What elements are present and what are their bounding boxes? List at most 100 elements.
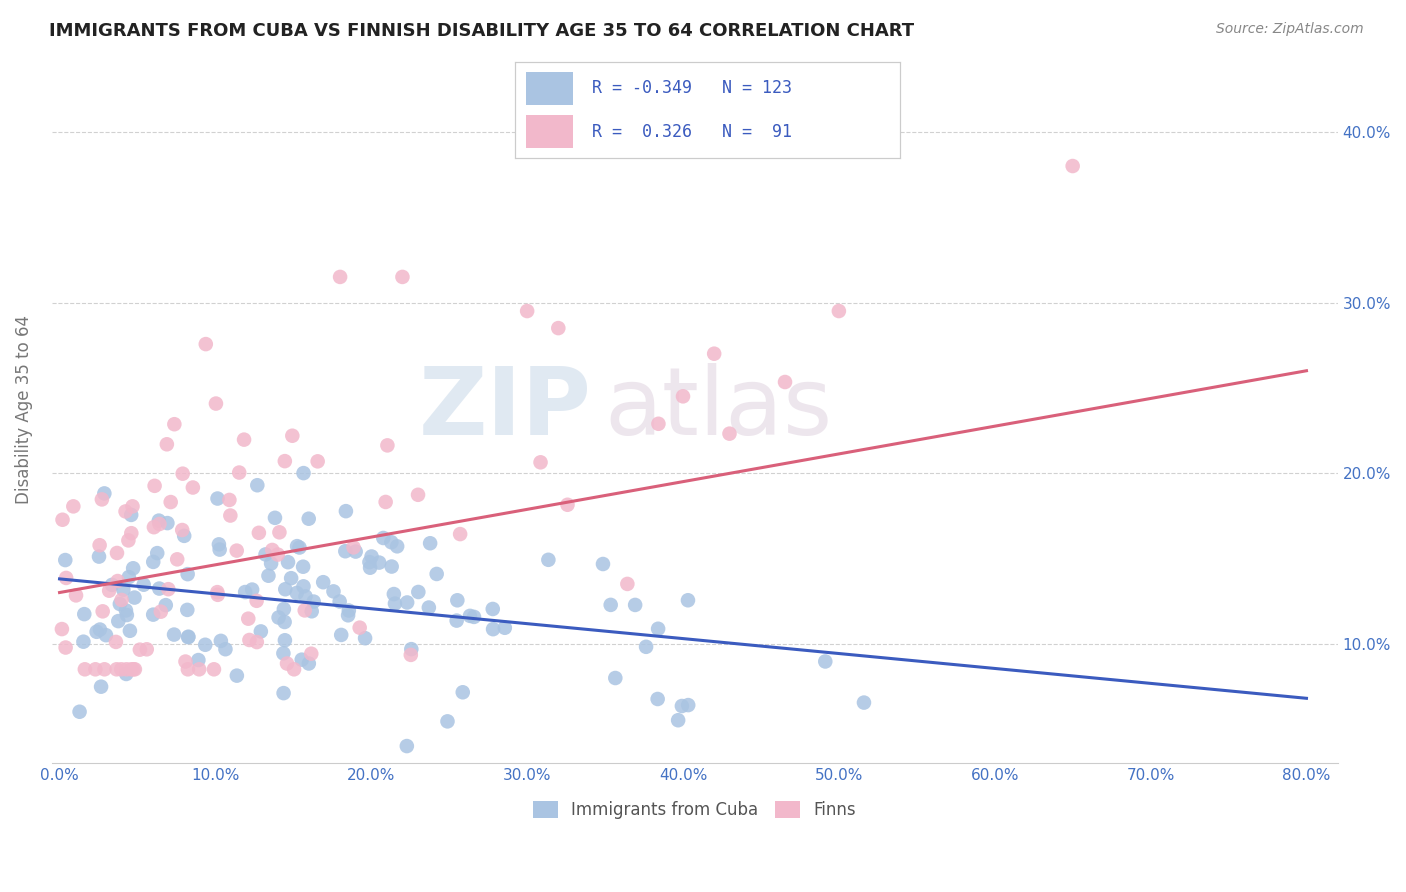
Text: atlas: atlas (605, 363, 832, 455)
Point (408, 585, 430, 599)
Point (208, 537, 231, 551)
Point (208, 542, 231, 557)
Point (292, 579, 315, 593)
Point (121, 500, 143, 514)
Point (292, 559, 315, 574)
Point (117, 533, 139, 548)
Point (273, 686, 295, 700)
Point (155, 598, 177, 612)
Point (177, 662, 200, 676)
Point (202, 662, 225, 676)
Point (458, 608, 481, 623)
Point (149, 605, 172, 619)
Point (624, 598, 647, 612)
Point (374, 495, 396, 509)
Point (225, 668, 247, 682)
Point (73, 607, 96, 621)
Point (676, 698, 699, 712)
Point (246, 635, 269, 649)
Point (260, 557, 283, 571)
Point (86, 624, 108, 639)
Point (516, 304, 538, 318)
Point (273, 602, 295, 616)
Point (118, 624, 141, 638)
Point (173, 529, 195, 543)
Point (276, 657, 298, 671)
Point (373, 531, 395, 545)
Point (274, 454, 297, 468)
Point (55, 640, 77, 655)
Point (218, 492, 240, 507)
Point (91, 604, 114, 618)
Point (703, 347, 725, 361)
Point (105, 662, 128, 676)
Point (269, 525, 291, 540)
Point (128, 642, 150, 657)
Point (360, 549, 382, 564)
Point (177, 630, 200, 644)
Point (426, 566, 449, 581)
Point (120, 662, 142, 676)
Point (273, 646, 295, 660)
Point (176, 603, 198, 617)
Point (240, 582, 263, 597)
Point (209, 633, 232, 648)
Point (159, 495, 181, 509)
Point (463, 610, 485, 624)
Point (177, 630, 200, 644)
Point (299, 647, 322, 661)
Point (399, 648, 422, 662)
Point (65, 588, 87, 602)
Y-axis label: Disability Age 35 to 64: Disability Age 35 to 64 (15, 315, 32, 504)
Point (142, 520, 165, 534)
Point (641, 91, 664, 105)
Point (118, 570, 141, 584)
Point (281, 428, 304, 442)
Point (283, 662, 305, 676)
Point (142, 555, 165, 569)
Point (395, 739, 418, 753)
Point (636, 640, 658, 654)
Point (104, 635, 127, 649)
Point (312, 575, 335, 590)
Point (547, 321, 569, 335)
Point (481, 602, 503, 616)
Point (277, 555, 299, 569)
Point (264, 511, 287, 525)
Point (294, 590, 316, 604)
Point (267, 548, 290, 562)
Point (135, 642, 157, 657)
Point (274, 633, 297, 648)
Point (163, 417, 186, 432)
Point (115, 667, 138, 681)
Point (214, 642, 236, 657)
Point (335, 544, 357, 558)
Point (120, 508, 142, 522)
Point (329, 594, 352, 608)
Point (122, 662, 145, 676)
Point (225, 543, 247, 558)
Point (377, 438, 399, 452)
Point (238, 632, 260, 647)
Point (294, 603, 316, 617)
Point (1062, 159, 1084, 173)
Point (274, 582, 297, 597)
Point (344, 544, 367, 558)
Point (219, 508, 242, 523)
Point (592, 557, 614, 571)
Point (494, 621, 516, 635)
Point (194, 638, 217, 652)
Point (449, 527, 471, 541)
Point (349, 621, 371, 635)
Point (112, 582, 135, 597)
Point (852, 696, 875, 710)
Point (124, 591, 146, 605)
Point (207, 588, 229, 602)
Point (172, 523, 194, 537)
Point (246, 478, 269, 492)
Point (188, 662, 211, 676)
Point (254, 548, 277, 562)
Point (368, 556, 391, 570)
Point (156, 437, 179, 451)
Point (120, 526, 142, 541)
